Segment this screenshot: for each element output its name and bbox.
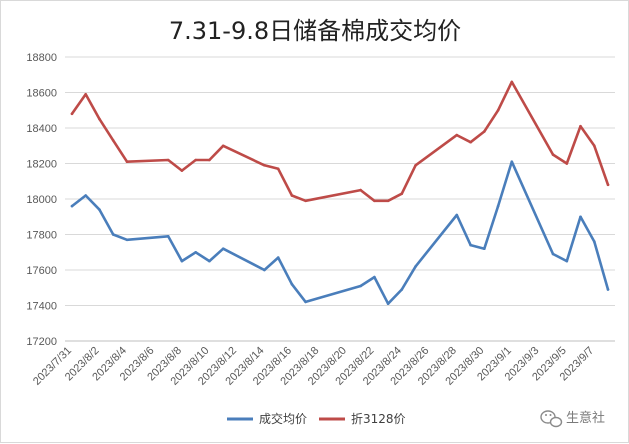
data-point [263, 164, 266, 167]
data-point [551, 153, 555, 156]
y-tick-label: 17400 [26, 301, 57, 313]
series-line-2 [70, 80, 610, 203]
series-lines [70, 80, 610, 306]
data-point [125, 160, 129, 163]
data-point [98, 208, 101, 211]
data-point [70, 204, 74, 208]
data-point [483, 247, 486, 250]
y-tick-label: 17200 [26, 336, 57, 348]
y-tick-label: 18600 [26, 88, 57, 100]
y-axis-ticks: 17200 17400 17600 17800 18000 18200 18400 18600… [26, 52, 57, 348]
data-point [606, 183, 610, 187]
data-point [373, 275, 376, 279]
data-point [290, 282, 294, 286]
y-tick-label: 17600 [26, 265, 57, 277]
y-tick-label: 17800 [26, 230, 57, 242]
data-point [469, 243, 472, 247]
data-point [221, 247, 225, 250]
legend-label-series-2: 折3128价 [351, 411, 406, 426]
data-point [166, 158, 170, 162]
grid [65, 56, 615, 342]
data-point [565, 259, 569, 263]
data-point [84, 93, 87, 96]
y-tick-label: 18800 [26, 52, 57, 64]
data-point [304, 300, 307, 304]
wechat-icon [540, 410, 563, 428]
data-point [208, 259, 211, 263]
x-axis-ticks: 2023/7/312023/8/22023/8/42023/8/62023/8/… [31, 345, 596, 388]
data-point [455, 133, 459, 137]
data-point [414, 265, 417, 268]
data-point [510, 160, 514, 163]
legend: 成交均价 折3128价 [227, 411, 406, 426]
data-point [111, 233, 115, 236]
data-point [208, 158, 211, 162]
data-point [414, 164, 417, 167]
data-point [386, 302, 390, 306]
data-point [565, 162, 569, 165]
data-point [400, 192, 404, 195]
y-tick-label: 18000 [26, 194, 57, 206]
data-point [386, 199, 390, 203]
data-point [70, 112, 74, 116]
data-point [579, 215, 582, 219]
data-point [290, 194, 294, 197]
data-point [276, 256, 280, 259]
data-point [606, 288, 610, 291]
data-point [469, 140, 472, 144]
data-point [84, 194, 87, 197]
data-point [304, 199, 307, 203]
data-point [510, 80, 514, 84]
data-point [221, 144, 225, 148]
data-point [455, 213, 459, 217]
data-point [373, 199, 376, 203]
data-point [359, 284, 362, 288]
data-point [180, 169, 184, 172]
data-point [496, 204, 500, 208]
data-point [400, 288, 404, 291]
data-point [263, 268, 266, 272]
data-point [593, 144, 596, 148]
watermark-text: 生意社 [566, 410, 605, 426]
data-point [98, 117, 101, 121]
y-tick-label: 18200 [26, 159, 57, 171]
series-line-1 [70, 160, 610, 306]
data-point [194, 251, 197, 254]
y-tick-label: 18400 [26, 123, 57, 135]
watermark: 生意社 [540, 410, 605, 428]
legend-label-series-1: 成交均价 [259, 411, 307, 426]
data-point [180, 259, 184, 263]
data-point [483, 130, 486, 133]
data-point [194, 158, 197, 162]
data-point [166, 235, 170, 238]
data-point [593, 240, 596, 243]
data-point [551, 252, 555, 256]
data-point [125, 238, 129, 242]
data-point [276, 167, 280, 171]
data-point [111, 139, 115, 142]
data-point [496, 109, 500, 112]
data-point [579, 124, 582, 128]
data-point [359, 188, 362, 192]
chart-title: 7.31-9.8日储备棉成交均价 [169, 17, 461, 45]
x-tick-label: 2023/7/31 [31, 345, 74, 388]
